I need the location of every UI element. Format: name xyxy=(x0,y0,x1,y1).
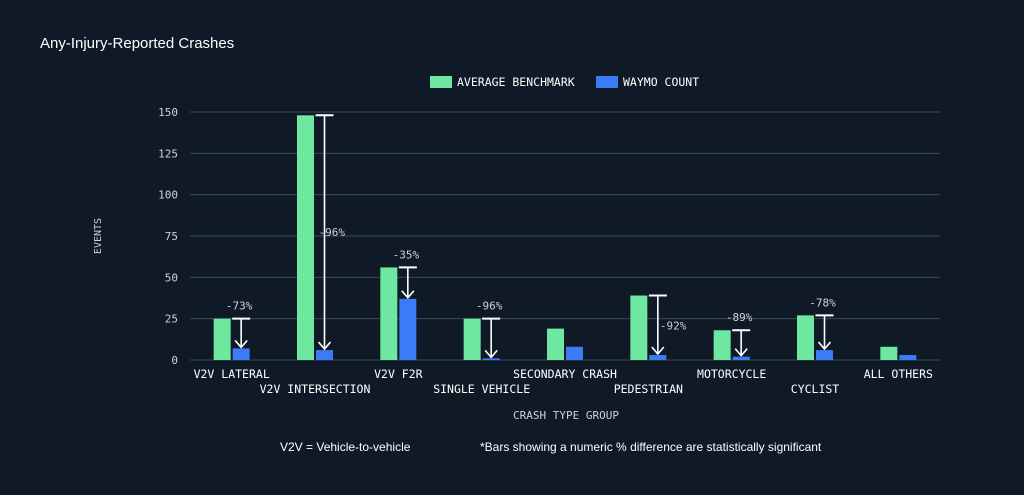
legend-label-benchmark: AVERAGE BENCHMARK xyxy=(457,75,575,89)
percent-difference-label: -78% xyxy=(809,296,836,309)
benchmark-bar xyxy=(463,318,481,360)
benchmark-bar xyxy=(880,346,898,360)
y-tick-label: 0 xyxy=(171,354,178,367)
waymo-bar xyxy=(566,346,583,360)
x-tick-label: ALL OTHERS xyxy=(864,367,933,381)
benchmark-bar xyxy=(547,328,564,360)
percent-difference-label: -73% xyxy=(226,300,253,313)
legend: AVERAGE BENCHMARK WAYMO COUNT xyxy=(430,75,699,89)
benchmark-bar xyxy=(297,115,314,360)
bars xyxy=(213,115,917,360)
legend-swatch-waymo xyxy=(596,76,618,88)
arrow-head xyxy=(401,290,415,300)
legend-label-waymo: WAYMO COUNT xyxy=(623,75,699,89)
waymo-bar xyxy=(649,355,667,360)
footnote-significance: *Bars showing a numeric % difference are… xyxy=(480,440,822,454)
benchmark-bar xyxy=(713,330,731,360)
arrow-head xyxy=(234,339,248,349)
x-tick-label: PEDESTRIAN xyxy=(614,382,683,396)
footnote-v2v-definition: V2V = Vehicle-to-vehicle xyxy=(280,440,411,454)
x-axis-label: CRASH TYPE GROUP xyxy=(513,409,619,422)
benchmark-bar xyxy=(630,295,648,360)
x-tick-label: V2V LATERAL xyxy=(194,367,270,381)
percent-difference-label: -96% xyxy=(319,226,346,239)
arrow-head xyxy=(817,341,832,351)
gridlines xyxy=(190,111,940,361)
percent-difference-label: -92% xyxy=(660,320,687,333)
waymo-bar xyxy=(399,298,417,360)
x-tick-label: V2V F2R xyxy=(374,367,423,381)
arrow-head xyxy=(651,346,665,356)
y-tick-label: 150 xyxy=(158,106,178,119)
y-axis-ticks: 0 25 50 75 100 125 150 xyxy=(158,106,178,367)
legend-swatch-benchmark xyxy=(430,76,452,88)
y-axis-label: EVENTS xyxy=(93,218,104,254)
y-tick-label: 125 xyxy=(158,147,178,160)
benchmark-bar xyxy=(797,315,814,360)
waymo-bar xyxy=(899,355,917,360)
y-tick-label: 50 xyxy=(165,271,178,284)
percent-difference-label: -89% xyxy=(726,311,753,324)
waymo-bar xyxy=(816,350,833,360)
x-tick-label: SINGLE VEHICLE xyxy=(433,382,530,396)
waymo-bar xyxy=(232,348,250,360)
waymo-bar xyxy=(482,358,500,360)
benchmark-bar xyxy=(380,267,398,360)
x-tick-label: MOTORCYCLE xyxy=(697,367,766,381)
difference-arrows: -73% -96% -35% -96% -92% -89% -78% xyxy=(226,114,836,359)
arrow-head xyxy=(317,341,332,351)
percent-difference-label: -35% xyxy=(393,248,420,261)
x-tick-label: CYCLIST xyxy=(791,382,840,396)
x-tick-label: SECONDARY CRASH xyxy=(513,367,617,381)
waymo-bar xyxy=(732,356,750,360)
y-tick-label: 100 xyxy=(158,189,178,202)
arrow-head xyxy=(484,349,498,359)
chart-title: Any-Injury-Reported Crashes xyxy=(40,35,235,52)
y-tick-label: 25 xyxy=(165,313,178,326)
y-tick-label: 75 xyxy=(165,230,178,243)
x-tick-label: V2V INTERSECTION xyxy=(260,382,371,396)
benchmark-bar xyxy=(213,318,231,360)
arrow-head xyxy=(734,348,748,357)
waymo-bar xyxy=(316,350,333,360)
percent-difference-label: -96% xyxy=(476,300,503,313)
